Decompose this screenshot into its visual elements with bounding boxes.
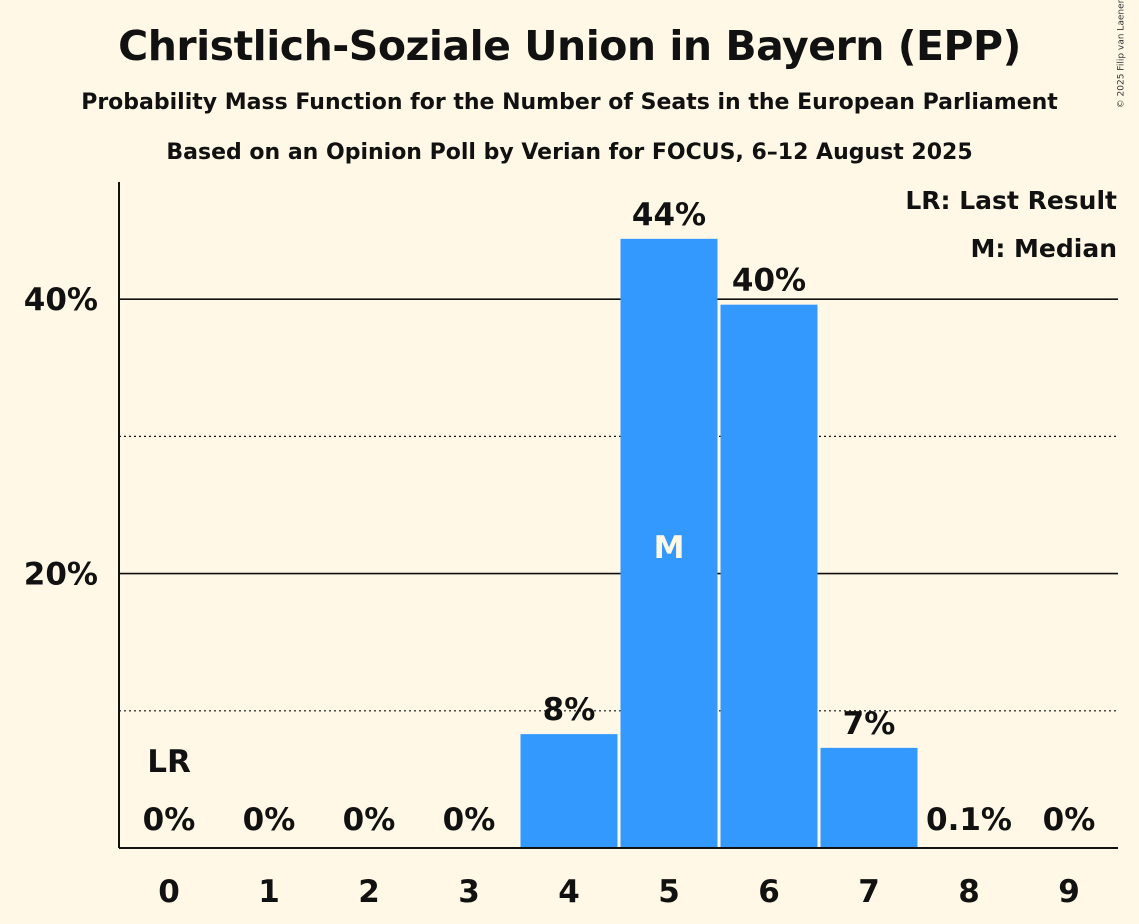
x-tick-label: 2 — [358, 874, 380, 910]
chart-title: Christlich-Soziale Union in Bayern (EPP) — [118, 22, 1021, 70]
x-tick-label: 5 — [658, 874, 680, 910]
x-tick-label: 8 — [958, 874, 980, 910]
value-label: 8% — [543, 692, 596, 728]
y-tick-label: 40% — [24, 282, 98, 318]
bar — [820, 747, 918, 848]
x-tick-label: 3 — [458, 874, 480, 910]
bar — [720, 304, 818, 848]
legend-median: M: Median — [970, 234, 1117, 263]
chart-source-line: Based on an Opinion Poll by Verian for F… — [166, 140, 973, 165]
value-label: 0% — [343, 802, 396, 838]
last-result-marker: LR — [147, 744, 191, 780]
legend-last-result: LR: Last Result — [905, 186, 1117, 215]
value-label: 40% — [732, 263, 806, 299]
x-tick-label: 7 — [858, 874, 880, 910]
median-marker: M — [654, 530, 685, 566]
x-tick-label: 1 — [258, 874, 280, 910]
x-tick-label: 9 — [1058, 874, 1080, 910]
chart-subtitle: Probability Mass Function for the Number… — [81, 90, 1058, 115]
x-tick-label: 0 — [158, 874, 180, 910]
x-tick-label: 4 — [558, 874, 580, 910]
value-label: 0% — [443, 802, 496, 838]
y-tick-label: 20% — [24, 557, 98, 593]
bar — [520, 734, 618, 848]
value-label: 44% — [632, 197, 706, 233]
value-label: 0% — [1043, 802, 1096, 838]
value-label: 7% — [843, 706, 896, 742]
x-tick-label: 6 — [758, 874, 780, 910]
bar — [620, 238, 718, 848]
value-label: 0% — [243, 802, 296, 838]
value-label: 0.1% — [926, 802, 1012, 838]
value-label: 0% — [143, 802, 196, 838]
